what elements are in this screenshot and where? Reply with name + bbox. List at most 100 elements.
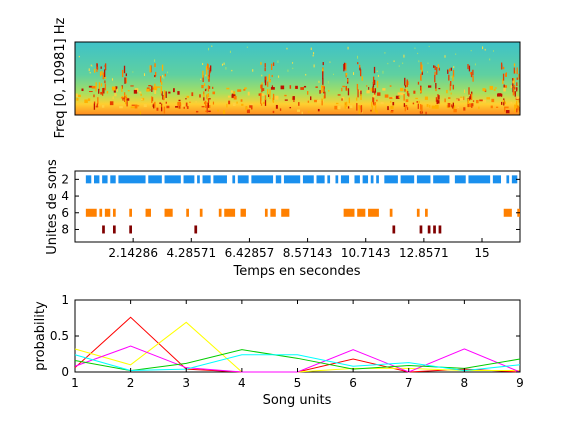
spectrogram-cell [420,86,422,93]
spectrogram-cell [510,85,512,89]
spectrogram-cell [321,98,323,101]
spectrogram-cell [376,70,378,72]
spectrogram-cell [406,105,408,109]
spectrogram-cell [151,85,153,92]
spectrogram-cell [93,103,96,110]
unit-2-segment [110,175,116,184]
spectrogram-cell [246,46,248,48]
spectrogram-cell [516,67,518,75]
spectrogram-cell [403,103,406,107]
spectrogram-cell [492,50,494,52]
spectrogram-cell [360,105,363,113]
spectrogram-cell [260,103,263,106]
spectrogram-cell [497,93,501,97]
spectrogram-cell [167,71,169,74]
spectrogram-cell [452,105,456,110]
spectrogram-cell [417,103,419,109]
spectrogram-cell [322,62,324,66]
spectrogram-cell [88,85,93,88]
spectrogram-cell [227,95,231,98]
spectrogram-cell [371,101,373,107]
spectrogram-cell [261,74,263,77]
spectrogram-cell [514,70,516,74]
spectrogram-cell [470,71,473,78]
spectrogram-cell [241,103,244,106]
spectrogram-cell [471,91,473,95]
spectrogram-cell [177,107,179,109]
spectrogram-cell [307,111,310,113]
spectrogram-cell [280,85,285,90]
spectrogram-cell [426,104,429,107]
spectrogram-cell [260,84,262,89]
spectrogram-cell [373,66,376,74]
spectrogram-cell [345,72,347,78]
spectrogram-cell [231,94,236,98]
spectrogram-cell [163,90,166,98]
unit-2-segment [183,175,195,184]
spectrogram-cell [217,109,219,112]
spectrogram-cell [387,62,389,65]
spectrogram-cell [125,73,127,77]
spectrogram-cell [310,47,312,51]
spectrogram-cell [494,87,497,89]
units-xlabel: Temps en secondes [232,264,360,279]
spectrogram-cell [357,55,359,59]
spectrogram-cell [504,101,506,105]
spectrogram-cell [154,77,156,79]
spectrogram-cell [163,76,165,79]
spectrogram-cell [434,65,436,71]
spectrogram-cell [298,102,300,106]
spectrogram-cell [501,101,503,105]
spectrogram-cell [133,89,138,94]
spectrogram-cell [295,85,298,89]
spectrogram-cell [286,47,288,50]
spectrogram-cell [186,106,189,109]
probability-y-ticks: 00.51 [50,293,520,379]
unit-6-segment [224,208,236,217]
spectrogram-cell [455,99,459,101]
spectrogram-cell [510,101,513,104]
spectrogram-cell [390,110,394,112]
spectrogram-cell [370,109,372,112]
unit-2-segment [237,175,249,184]
spectrogram-cell [208,74,210,82]
unit-6-segment [343,208,355,217]
spectrogram-cell [353,72,355,75]
spectrogram-cell [346,88,349,91]
spectrogram-cell [91,65,93,67]
spectrogram-cell [334,105,339,110]
spectrogram-cell [134,104,138,109]
x-tick-label: 4.28571 [166,246,216,260]
spectrogram-cell [345,101,348,107]
y-tick-label: 2 [61,172,69,186]
spectrogram-cell [520,100,521,107]
spectrogram-cell [482,46,484,50]
probability-axes [74,299,521,373]
spectrogram-cell [89,71,91,74]
spectrogram-cell [467,64,469,70]
unit-6-segment [281,208,290,217]
x-tick-label: 3 [182,376,190,390]
x-tick-label: 8 [461,376,469,390]
unit-6-segment [145,208,151,217]
spectrogram-cell [103,87,105,94]
spectrogram-cell [313,52,315,55]
spectrogram-cell [260,92,262,101]
x-tick-label: 10.7143 [341,246,391,260]
spectrogram-cell [207,102,209,108]
spectrogram-cell [137,89,139,92]
spectrogram-cell [372,90,377,93]
spectrogram-cell [371,105,373,113]
spectrogram-cell [119,106,123,109]
spectrogram-cell [478,106,480,110]
spectrogram-cell [345,63,347,71]
spectrogram-cell [81,88,84,92]
unit-6-segment [368,208,379,217]
spectrogram-cell [372,86,374,92]
spectrogram-cell [203,83,206,86]
spectrogram-cell [206,70,208,76]
spectrogram-cell [322,71,324,80]
spectrogram-cell [93,68,96,73]
spectrogram-cell [98,88,100,94]
x-tick-label: 6.42857 [225,246,275,260]
